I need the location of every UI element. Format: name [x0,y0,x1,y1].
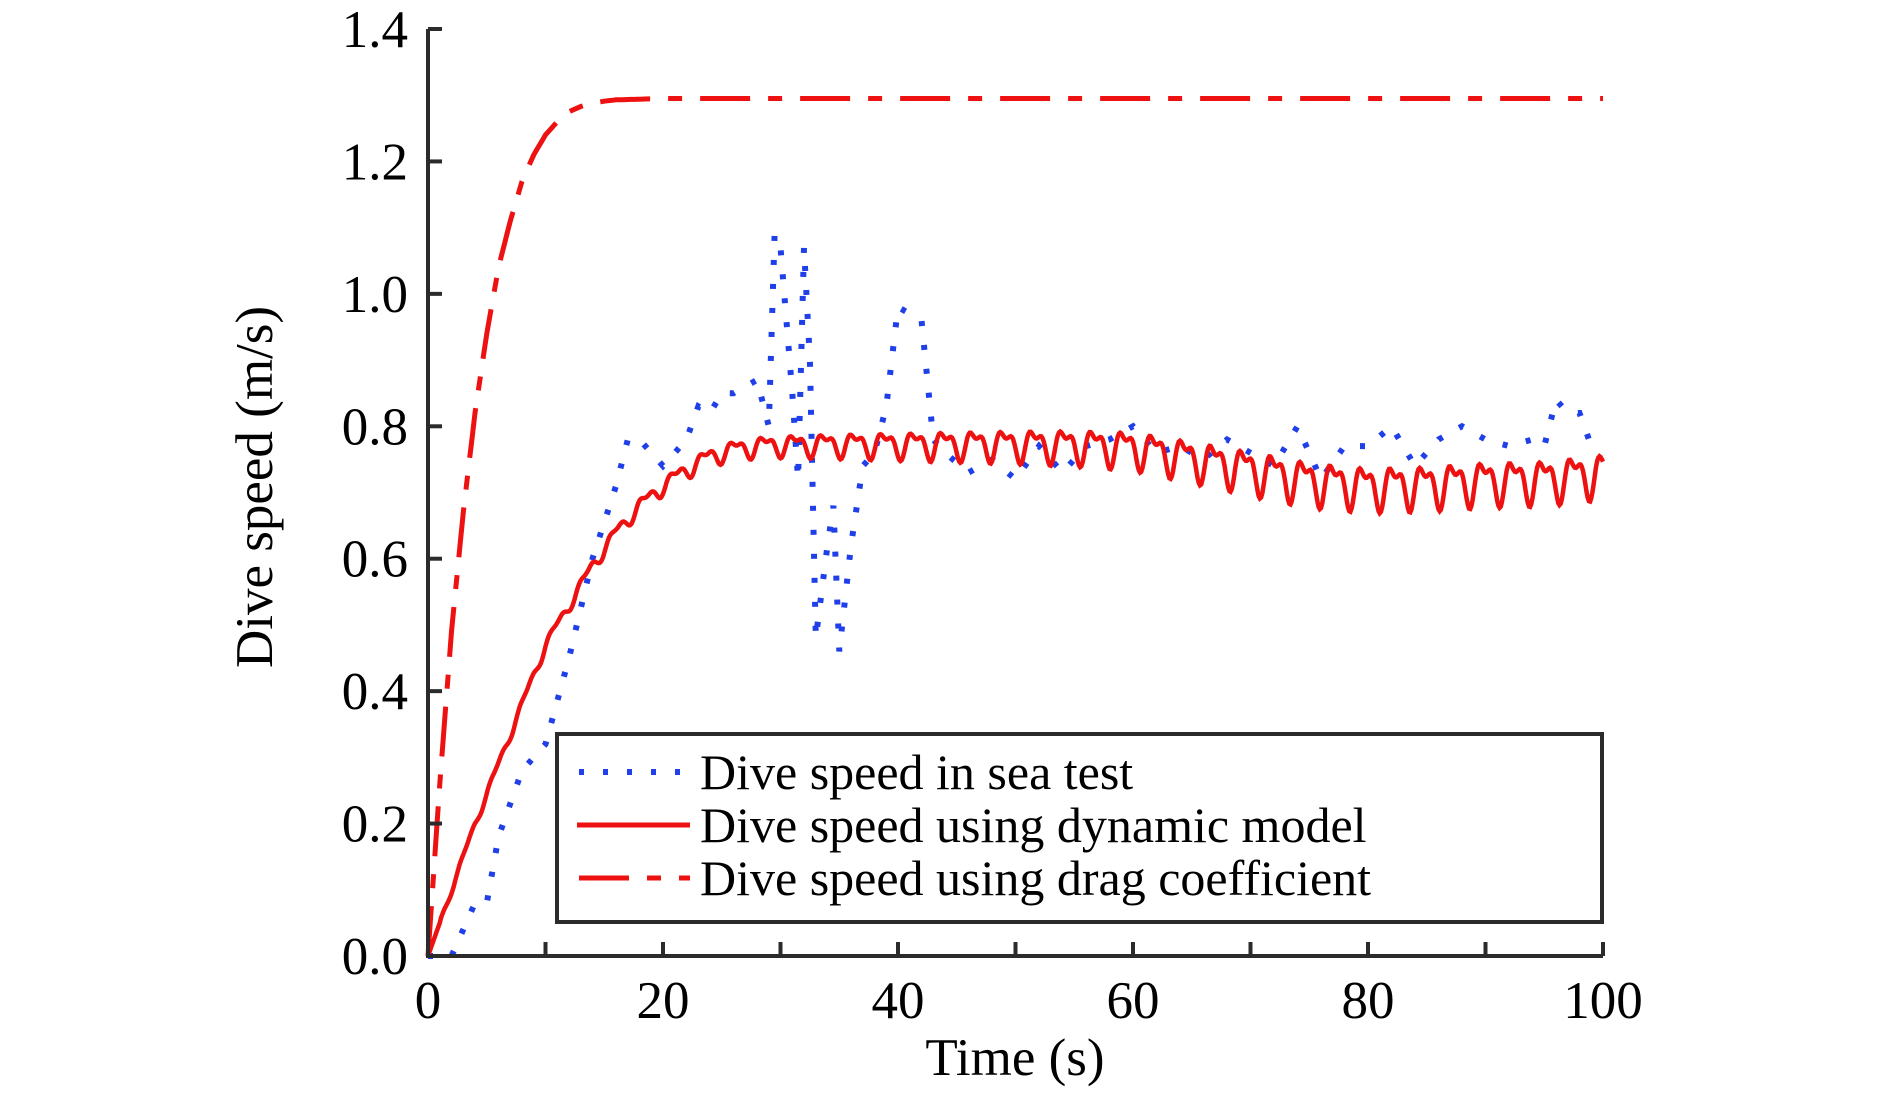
x-tick-label: 20 [637,972,690,1030]
legend-label-drag-coefficient: Dive speed using drag coefficient [700,850,1371,906]
y-axis-title: Dive speed (m/s) [226,306,284,668]
x-tick-label: 60 [1107,972,1160,1030]
y-ticks: 0.0 0.2 0.4 0.6 0.8 1.0 1.2 1.4 [342,1,442,986]
y-tick-label: 1.4 [342,1,408,59]
series-sea-test-line [428,233,1595,959]
x-axis-title: Time (s) [925,1029,1104,1087]
x-tick-label: 40 [872,972,925,1030]
plot-lines [425,96,1606,959]
legend-label-dynamic-model: Dive speed using dynamic model [700,797,1367,853]
x-tick-label: 100 [1563,972,1643,1030]
y-tick-label: 0.6 [342,531,408,589]
y-tick-label: 0.2 [342,796,408,854]
y-tick-label: 0.8 [342,398,408,456]
x-tick-label: 80 [1342,972,1395,1030]
legend-box [555,732,1604,924]
legend-label-sea-test: Dive speed in sea test [700,744,1133,800]
axes: 0.0 0.2 0.4 0.6 0.8 1.0 1.2 1.4 0 20 40 60 80 100 [342,1,1643,1030]
y-tick-label: 0.0 [342,928,408,986]
x-tick-label: 0 [415,972,442,1030]
y-tick-label: 1.2 [342,133,408,191]
y-tick-label: 1.0 [342,266,408,324]
series-drag-coefficient-line [425,96,1603,957]
legend: Dive speed in sea test Dive speed using … [555,732,1604,924]
x-ticks: 0 20 40 60 80 100 [415,942,1643,1030]
series-dynamic-model-line [425,428,1606,957]
y-tick-label: 0.4 [342,663,408,721]
